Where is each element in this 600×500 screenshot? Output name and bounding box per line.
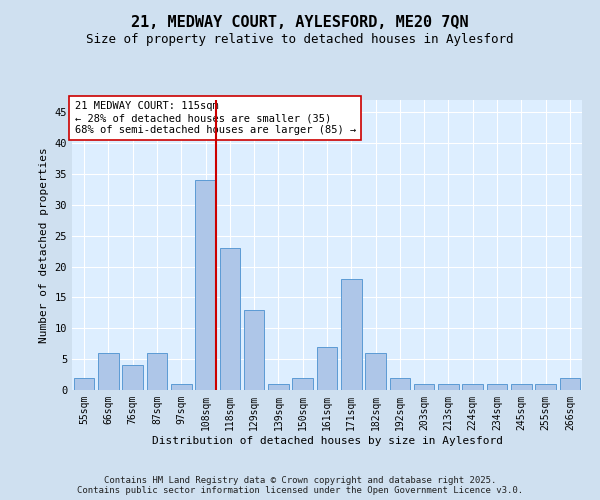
Text: Contains HM Land Registry data © Crown copyright and database right 2025.
Contai: Contains HM Land Registry data © Crown c… bbox=[77, 476, 523, 495]
Bar bbox=[146, 353, 167, 390]
Bar bbox=[341, 279, 362, 390]
Bar bbox=[438, 384, 459, 390]
X-axis label: Distribution of detached houses by size in Aylesford: Distribution of detached houses by size … bbox=[151, 436, 503, 446]
Bar bbox=[244, 310, 265, 390]
Bar bbox=[220, 248, 240, 390]
Bar bbox=[195, 180, 216, 390]
Bar bbox=[389, 378, 410, 390]
Bar bbox=[74, 378, 94, 390]
Bar bbox=[487, 384, 508, 390]
Y-axis label: Number of detached properties: Number of detached properties bbox=[39, 147, 49, 343]
Bar bbox=[98, 353, 119, 390]
Bar bbox=[292, 378, 313, 390]
Bar bbox=[171, 384, 191, 390]
Text: 21 MEDWAY COURT: 115sqm
← 28% of detached houses are smaller (35)
68% of semi-de: 21 MEDWAY COURT: 115sqm ← 28% of detache… bbox=[74, 102, 356, 134]
Text: 21, MEDWAY COURT, AYLESFORD, ME20 7QN: 21, MEDWAY COURT, AYLESFORD, ME20 7QN bbox=[131, 15, 469, 30]
Bar bbox=[365, 353, 386, 390]
Bar bbox=[463, 384, 483, 390]
Bar bbox=[535, 384, 556, 390]
Bar bbox=[317, 347, 337, 390]
Bar bbox=[414, 384, 434, 390]
Bar bbox=[511, 384, 532, 390]
Bar bbox=[560, 378, 580, 390]
Bar bbox=[122, 366, 143, 390]
Text: Size of property relative to detached houses in Aylesford: Size of property relative to detached ho… bbox=[86, 32, 514, 46]
Bar bbox=[268, 384, 289, 390]
